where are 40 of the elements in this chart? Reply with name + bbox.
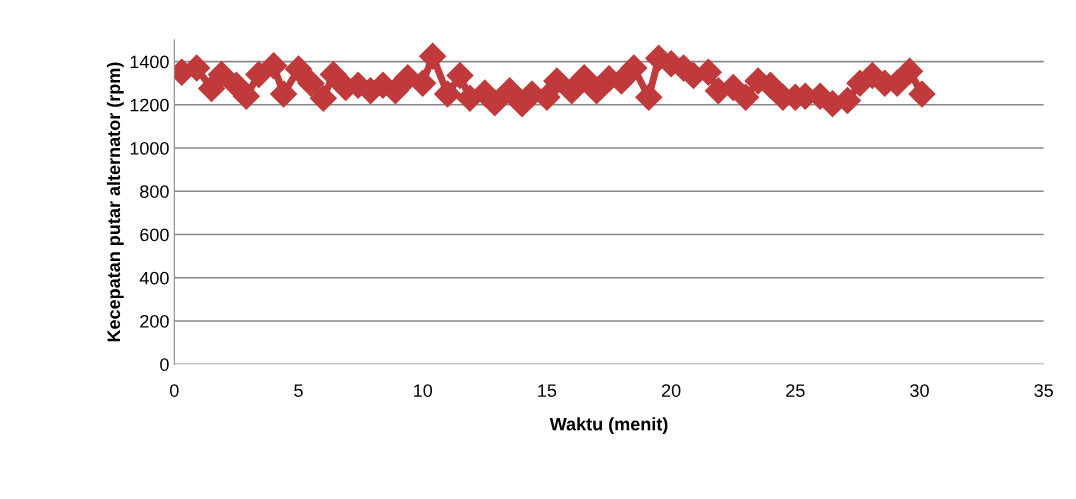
y-axis-title: Kecepatan putar alternator (rpm): [106, 62, 124, 342]
point: [732, 83, 760, 111]
point: [481, 89, 509, 117]
point: [309, 84, 337, 112]
x-tick-label: 10: [414, 384, 433, 397]
y-tick-label: 800: [140, 185, 169, 198]
y-tick-label: 600: [140, 228, 169, 242]
point: [908, 80, 936, 108]
point: [570, 64, 598, 92]
point: [896, 57, 924, 85]
x-axis-title: Waktu (menit): [549, 417, 668, 435]
x-tick-label: 20: [661, 384, 681, 397]
point: [558, 77, 586, 105]
x-tick-label: 30: [910, 384, 929, 397]
y-tick-label: 1000: [130, 141, 169, 155]
point: [245, 61, 273, 88]
point: [297, 69, 325, 97]
x-tick-label: 15: [538, 384, 557, 397]
point: [319, 61, 347, 88]
point: [496, 77, 524, 105]
x-tick-label: 35: [1034, 384, 1054, 397]
point: [620, 54, 648, 82]
point: [409, 69, 437, 97]
point: [260, 52, 288, 80]
point: [583, 77, 611, 105]
point: [208, 61, 235, 88]
x-tick-label: 25: [786, 384, 805, 397]
point: [446, 62, 474, 90]
x-tick-label: 5: [294, 384, 303, 397]
point: [434, 80, 462, 108]
point: [419, 42, 447, 70]
y-tick-label: 0: [160, 358, 169, 371]
y-tick-label: 400: [139, 271, 169, 285]
y-tick-label: 1400: [130, 55, 169, 69]
y-tick-label: 1200: [130, 98, 169, 112]
point: [270, 80, 298, 108]
point: [285, 55, 312, 83]
x-tick-label: 0: [170, 384, 179, 397]
y-tick-label: 200: [140, 314, 169, 328]
point: [635, 83, 663, 111]
